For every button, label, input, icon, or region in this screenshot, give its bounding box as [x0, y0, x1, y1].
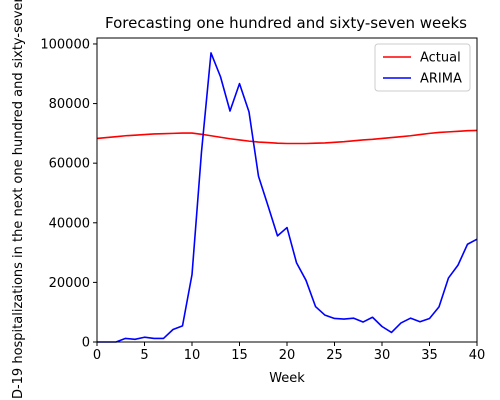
legend: Actual ARIMA	[374, 43, 471, 92]
series-layer	[96, 52, 478, 343]
y-tick-label: 100000	[40, 37, 90, 52]
x-tick-label: 10	[184, 348, 201, 363]
x-axis-title: Week	[269, 371, 305, 386]
x-tick-label: 40	[469, 348, 486, 363]
y-tick-label: 0	[82, 336, 90, 351]
x-tick-label: 0	[93, 348, 101, 363]
series-line-arima	[97, 52, 478, 343]
chart-title: Forecasting one hundred and sixty-seven …	[105, 14, 467, 32]
x-tick-label: 35	[421, 348, 438, 363]
legend-box	[374, 43, 471, 92]
x-tick-label: 15	[231, 348, 248, 363]
x-tick-label: 30	[374, 348, 391, 363]
y-tick-label: 40000	[49, 216, 90, 231]
y-tick-label: 60000	[49, 157, 90, 172]
x-axis: 0 5 10 15 20 25 30 35 40	[93, 342, 485, 363]
x-tick-label: 20	[279, 348, 296, 363]
x-tick-label: 25	[326, 348, 343, 363]
series-line-actual	[96, 129, 478, 145]
y-axis-title: COVID-19 hospitalizations in the next on…	[11, 0, 26, 400]
y-tick-label: 80000	[49, 97, 90, 112]
x-tick-label: 5	[140, 348, 148, 363]
y-tick-label: 20000	[49, 276, 90, 291]
y-axis: 0 20000 40000 60000 80000 100000	[40, 37, 97, 351]
legend-label-arima: ARIMA	[420, 72, 462, 87]
legend-label-actual: Actual	[420, 51, 461, 66]
